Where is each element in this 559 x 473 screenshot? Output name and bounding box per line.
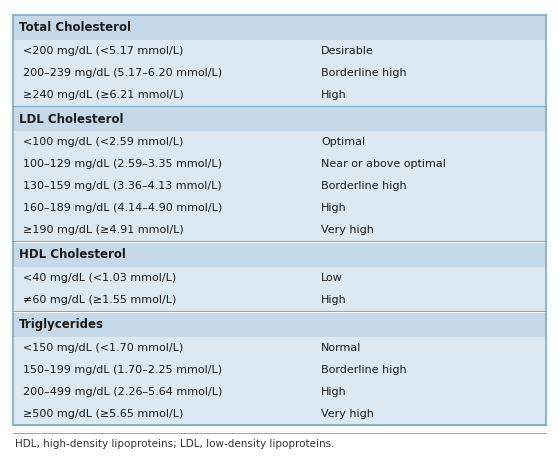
Text: Borderline high: Borderline high	[321, 181, 407, 191]
Text: LDL Cholesterol: LDL Cholesterol	[19, 113, 124, 126]
Text: 200–239 mg/dL (5.17–6.20 mmol/L): 200–239 mg/dL (5.17–6.20 mmol/L)	[22, 68, 222, 78]
Bar	[12, 61, 547, 84]
Text: 200–499 mg/dL (2.26–5.64 mmol/L): 200–499 mg/dL (2.26–5.64 mmol/L)	[22, 387, 222, 397]
Text: <40 mg/dL (<1.03 mmol/L): <40 mg/dL (<1.03 mmol/L)	[22, 273, 176, 283]
Text: HDL Cholesterol: HDL Cholesterol	[19, 248, 126, 262]
Text: ≠60 mg/dL (≥1.55 mmol/L): ≠60 mg/dL (≥1.55 mmol/L)	[22, 295, 176, 305]
Bar	[12, 197, 547, 219]
Text: Near or above optimal: Near or above optimal	[321, 159, 446, 169]
Text: 150–199 mg/dL (1.70–2.25 mmol/L): 150–199 mg/dL (1.70–2.25 mmol/L)	[22, 365, 222, 375]
Text: Borderline high: Borderline high	[321, 365, 407, 375]
Text: Total Cholesterol: Total Cholesterol	[19, 21, 131, 34]
Bar	[12, 16, 547, 40]
Text: ≥190 mg/dL (≥4.91 mmol/L): ≥190 mg/dL (≥4.91 mmol/L)	[22, 225, 183, 235]
Text: Very high: Very high	[321, 409, 374, 419]
Text: ≥240 mg/dL (≥6.21 mmol/L): ≥240 mg/dL (≥6.21 mmol/L)	[22, 89, 183, 99]
Text: Triglycerides: Triglycerides	[19, 318, 104, 331]
Bar	[12, 153, 547, 175]
Text: 160–189 mg/dL (4.14–4.90 mmol/L): 160–189 mg/dL (4.14–4.90 mmol/L)	[22, 203, 222, 213]
Bar	[12, 131, 547, 153]
Bar	[12, 243, 547, 267]
Text: 130–159 mg/dL (3.36–4.13 mmol/L): 130–159 mg/dL (3.36–4.13 mmol/L)	[22, 181, 221, 191]
Text: <100 mg/dL (<2.59 mmol/L): <100 mg/dL (<2.59 mmol/L)	[22, 138, 183, 148]
Text: Low: Low	[321, 273, 343, 283]
Text: High: High	[321, 203, 347, 213]
Bar	[12, 175, 547, 197]
Text: ≥500 mg/dL (≥5.65 mmol/L): ≥500 mg/dL (≥5.65 mmol/L)	[22, 409, 183, 419]
Text: HDL, high-density lipoproteins; LDL, low-density lipoproteins.: HDL, high-density lipoproteins; LDL, low…	[15, 438, 335, 449]
Bar	[12, 337, 547, 359]
Text: Very high: Very high	[321, 225, 374, 235]
Bar	[12, 40, 547, 61]
Bar	[12, 107, 547, 131]
Text: High: High	[321, 387, 347, 397]
Text: <200 mg/dL (<5.17 mmol/L): <200 mg/dL (<5.17 mmol/L)	[22, 46, 183, 56]
Text: Borderline high: Borderline high	[321, 68, 407, 78]
Text: Desirable: Desirable	[321, 46, 374, 56]
Text: <150 mg/dL (<1.70 mmol/L): <150 mg/dL (<1.70 mmol/L)	[22, 343, 183, 353]
Text: Normal: Normal	[321, 343, 362, 353]
Bar	[12, 381, 547, 403]
Text: Optimal: Optimal	[321, 138, 366, 148]
Bar	[12, 403, 547, 425]
Bar	[12, 84, 547, 105]
Bar	[12, 313, 547, 337]
Bar	[12, 289, 547, 311]
Bar	[12, 359, 547, 381]
Bar	[12, 219, 547, 241]
Text: 100–129 mg/dL (2.59–3.35 mmol/L): 100–129 mg/dL (2.59–3.35 mmol/L)	[22, 159, 221, 169]
Text: High: High	[321, 89, 347, 99]
Text: High: High	[321, 295, 347, 305]
Bar	[12, 267, 547, 289]
